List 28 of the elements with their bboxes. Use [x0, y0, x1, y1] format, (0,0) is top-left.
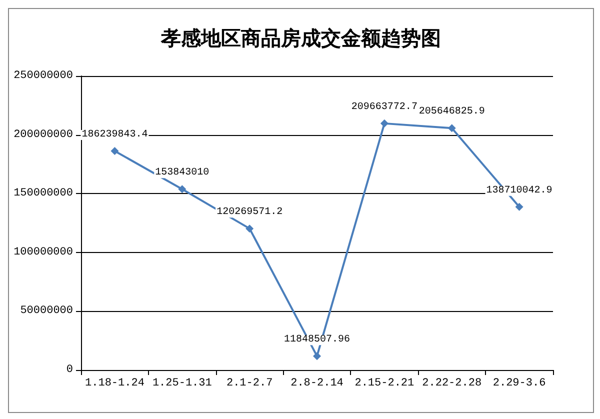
x-tick-label: 1.18-1.24 — [85, 378, 145, 390]
y-tick-label: 50000000 — [20, 305, 73, 318]
x-tick-label: 2.29-3.6 — [492, 378, 546, 390]
data-label: 186239843.4 — [82, 129, 148, 140]
y-tick-label: 150000000 — [14, 188, 73, 200]
point — [178, 185, 186, 194]
point — [380, 119, 388, 128]
data-label: 138710042.9 — [486, 185, 552, 196]
x-tick-label: 2.22-2.28 — [422, 378, 482, 390]
point — [515, 202, 524, 211]
point — [110, 146, 119, 155]
data-label: 11848507.96 — [284, 334, 350, 346]
point — [246, 224, 254, 233]
y-tick-label: 0 — [66, 364, 73, 376]
data-label: 153843010 — [155, 168, 210, 179]
chart-title: 孝感地区商品房成交金额趋势图 — [160, 26, 441, 50]
point — [313, 352, 321, 360]
data-label: 205646825.9 — [418, 106, 485, 118]
x-tick-label: 1.25-1.31 — [152, 378, 212, 390]
y-tick-label: 200000000 — [14, 128, 73, 141]
x-tick-label: 2.8-2.14 — [290, 378, 344, 390]
data-label: 209663772.7 — [351, 102, 418, 113]
y-tick-label: 100000000 — [14, 246, 73, 258]
data-label: 120269571.2 — [216, 207, 283, 218]
x-tick-label: 2.1-2.7 — [226, 378, 273, 390]
point — [448, 124, 456, 132]
x-tick-label: 2.15-2.21 — [354, 378, 415, 390]
y-tick-label: 250000000 — [14, 70, 73, 82]
